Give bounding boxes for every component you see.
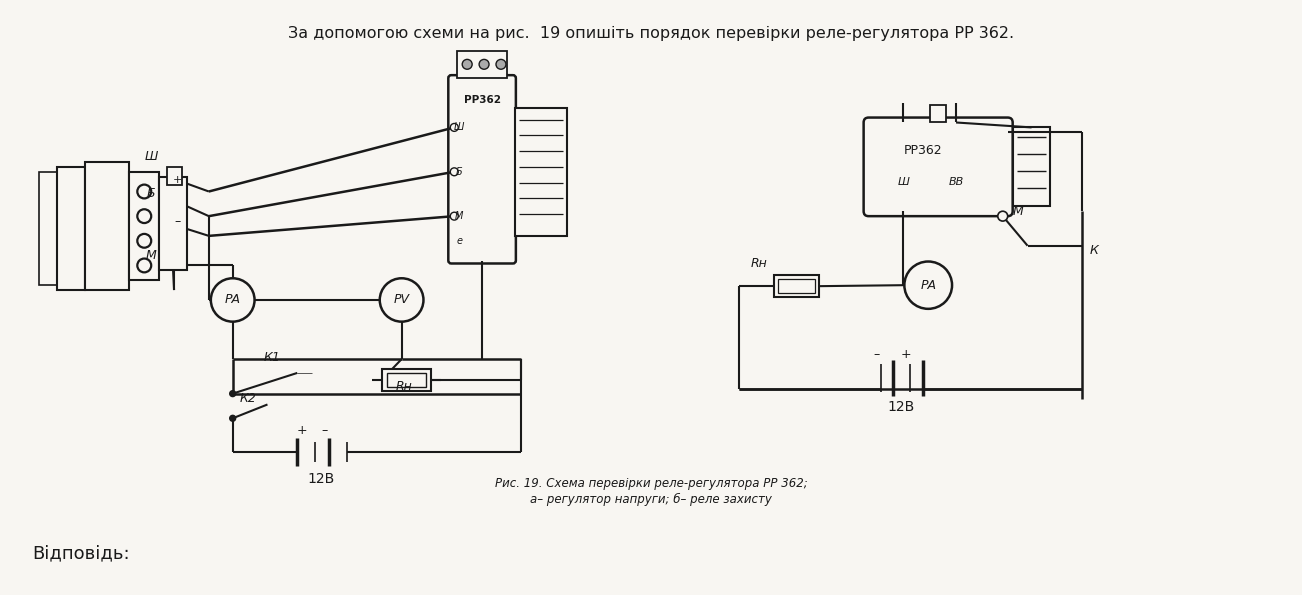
Text: +: + (901, 347, 911, 361)
Circle shape (137, 234, 151, 248)
Text: Rн: Rн (396, 380, 411, 393)
Text: Ш: Ш (454, 123, 465, 133)
Circle shape (905, 262, 952, 309)
Circle shape (450, 168, 458, 176)
FancyBboxPatch shape (448, 75, 516, 264)
Text: ВВ: ВВ (948, 177, 963, 187)
Text: М: М (1012, 205, 1023, 218)
Bar (930, 105, 947, 123)
Text: РV: РV (393, 293, 410, 306)
Circle shape (496, 60, 506, 69)
Text: Ш: Ш (145, 151, 158, 164)
Text: Рис. 19. Схема перевірки реле-регулятора РР 362;: Рис. 19. Схема перевірки реле-регулятора… (495, 477, 807, 490)
Bar (57, 167, 85, 290)
Text: М: М (146, 249, 156, 262)
Text: РА: РА (225, 293, 241, 306)
Text: РА: РА (921, 278, 936, 292)
Circle shape (479, 60, 490, 69)
Text: К2: К2 (240, 392, 256, 405)
Text: Rн: Rн (751, 257, 768, 270)
FancyBboxPatch shape (863, 118, 1013, 216)
Text: –: – (874, 347, 880, 361)
Bar (1013, 127, 1051, 206)
Text: РР362: РР362 (464, 95, 500, 105)
Bar (167, 167, 182, 184)
Bar (39, 172, 57, 285)
Bar (85, 162, 129, 290)
Text: К1: К1 (264, 350, 281, 364)
Bar (387, 373, 427, 387)
Circle shape (137, 209, 151, 223)
Circle shape (380, 278, 423, 322)
Text: +: + (172, 175, 182, 184)
Text: М: М (454, 211, 464, 221)
Bar (381, 369, 431, 391)
Circle shape (450, 124, 458, 131)
Circle shape (450, 212, 458, 220)
Text: Б: Б (456, 167, 462, 177)
Circle shape (137, 184, 151, 198)
Text: +: + (297, 424, 307, 437)
Bar (514, 108, 566, 236)
Text: К: К (1090, 244, 1099, 257)
Text: –: – (322, 424, 327, 437)
Circle shape (229, 391, 236, 397)
Circle shape (462, 60, 473, 69)
Bar (779, 279, 815, 293)
Bar (775, 275, 819, 297)
Text: РР362: РР362 (904, 143, 943, 156)
Text: За допомогою схеми на рис.  19 опишіть порядок перевірки реле-регулятора РР 362.: За допомогою схеми на рис. 19 опишіть по… (288, 26, 1014, 41)
Text: Ш: Ш (897, 177, 909, 187)
Text: –: – (174, 215, 180, 227)
Bar (129, 172, 159, 280)
Circle shape (997, 211, 1008, 221)
Bar (457, 51, 506, 78)
Circle shape (229, 415, 236, 421)
Text: Б: Б (147, 187, 155, 200)
Circle shape (137, 259, 151, 273)
Circle shape (211, 278, 255, 322)
Text: а– регулятор напруги; б– реле захисту: а– регулятор напруги; б– реле захисту (530, 493, 772, 506)
Text: 12В: 12В (307, 472, 335, 487)
Text: е: е (456, 236, 462, 246)
Text: Відповідь:: Відповідь: (33, 544, 130, 562)
Text: 12В: 12В (888, 400, 915, 415)
Bar (159, 177, 187, 270)
